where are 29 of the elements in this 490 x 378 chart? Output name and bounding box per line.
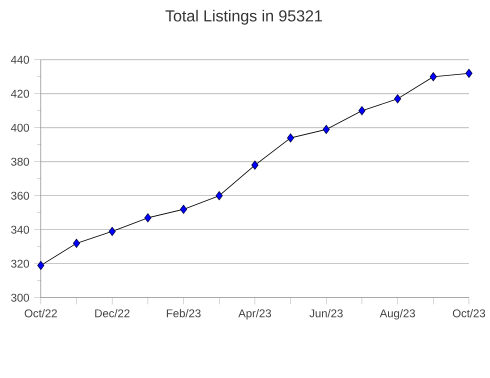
y-tick-label: 420 bbox=[10, 90, 30, 98]
y-tick-label: 340 bbox=[11, 226, 30, 234]
point bbox=[251, 160, 258, 170]
point bbox=[322, 124, 330, 134]
point bbox=[287, 133, 294, 142]
x-tick-label: Feb/23 bbox=[166, 308, 201, 318]
y-tick-label: 440 bbox=[10, 56, 30, 64]
point bbox=[180, 204, 188, 214]
x-tick-label: Apr/23 bbox=[238, 308, 272, 320]
x-tick-label: Jun/23 bbox=[309, 308, 343, 318]
x-tick-label: Aug/23 bbox=[380, 308, 415, 320]
y-tick-label: 380 bbox=[11, 158, 30, 166]
x-tick-label: Oct/22 bbox=[24, 308, 57, 318]
point bbox=[216, 190, 223, 200]
point bbox=[465, 68, 472, 78]
point bbox=[37, 260, 44, 270]
y-tick-label: 400 bbox=[10, 124, 30, 132]
y-tick-label: 320 bbox=[11, 260, 30, 268]
y-tick-label: 360 bbox=[11, 192, 30, 200]
point bbox=[144, 213, 152, 222]
point bbox=[430, 72, 437, 82]
point bbox=[358, 106, 366, 116]
x-tick-label: Dec/22 bbox=[95, 308, 130, 318]
point bbox=[72, 238, 80, 248]
x-tick-label: Oct/23 bbox=[452, 308, 486, 318]
y-tick-label: 300 bbox=[11, 294, 30, 302]
point bbox=[108, 226, 116, 236]
point bbox=[394, 94, 402, 104]
chart-title: Total Listings in 95321 bbox=[165, 10, 322, 25]
